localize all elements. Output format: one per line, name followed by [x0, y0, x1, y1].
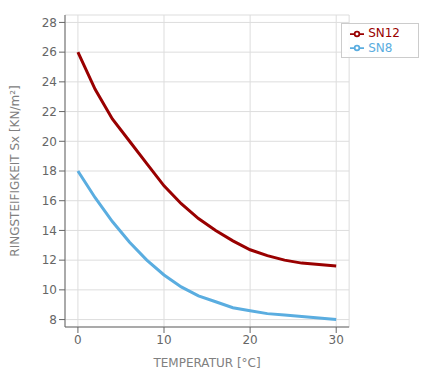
svg-text:10: 10 [156, 333, 171, 347]
svg-text:20: 20 [42, 135, 57, 149]
svg-text:12: 12 [42, 253, 57, 267]
svg-text:24: 24 [42, 75, 57, 89]
svg-text:10: 10 [42, 283, 57, 297]
svg-text:0: 0 [74, 333, 82, 347]
svg-text:18: 18 [42, 164, 57, 178]
svg-text:8: 8 [49, 313, 57, 327]
svg-text:22: 22 [42, 105, 57, 119]
svg-text:14: 14 [42, 224, 57, 238]
svg-text:28: 28 [42, 16, 57, 30]
svg-text:20: 20 [242, 333, 257, 347]
html-text:SN8: SN8 [368, 40, 393, 55]
svg-text:30: 30 [329, 333, 344, 347]
svg-text:TEMPERATUR [°C]: TEMPERATUR [°C] [152, 356, 260, 370]
html-text:SN12: SN12 [368, 26, 400, 40]
svg-text:RINGSTEIFIGKEIT Sx [KN/m²]: RINGSTEIFIGKEIT Sx [KN/m²] [8, 85, 22, 256]
svg-text:26: 26 [42, 45, 57, 59]
svg-text:16: 16 [42, 194, 57, 208]
